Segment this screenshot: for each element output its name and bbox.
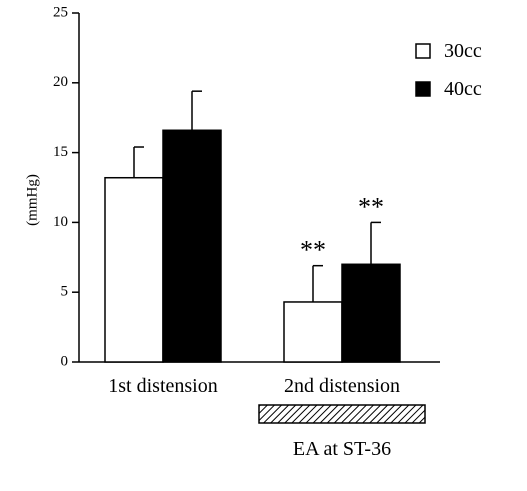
y-tick-label: 0 [61, 353, 69, 369]
treatment-label: EA at ST-36 [293, 438, 391, 460]
y-tick-label: 10 [53, 214, 68, 230]
y-axis: 0 5 10 15 20 25 [53, 4, 80, 369]
y-tick-label: 20 [53, 74, 68, 90]
y-tick-label: 25 [53, 4, 68, 20]
category-labels: 1st distension 2nd distension [108, 375, 400, 397]
legend: 30cc 40cc [415, 40, 482, 100]
significance-annotations: ** ** [300, 192, 384, 264]
significance-marker-1: ** [300, 236, 326, 265]
bar-40cc-2 [341, 263, 401, 363]
y-tick-label: 5 [61, 284, 69, 300]
treatment-hatched-bar [258, 404, 426, 424]
error-bars [133, 90, 381, 302]
bar-40cc-1 [162, 129, 222, 363]
bar-30cc-1 [104, 176, 164, 363]
y-axis-label: (mmHg) [24, 174, 40, 226]
legend-swatch-30cc [415, 43, 431, 59]
legend-swatch-40cc [415, 81, 431, 97]
legend-label-30cc: 30cc [444, 40, 482, 62]
category-label-1: 1st distension [108, 375, 217, 397]
legend-label-40cc: 40cc [444, 78, 482, 100]
bars [104, 129, 401, 363]
significance-marker-2: ** [358, 192, 384, 221]
bar-30cc-2 [283, 301, 343, 363]
y-tick-label: 15 [53, 144, 68, 160]
category-label-2: 2nd distension [284, 375, 400, 397]
